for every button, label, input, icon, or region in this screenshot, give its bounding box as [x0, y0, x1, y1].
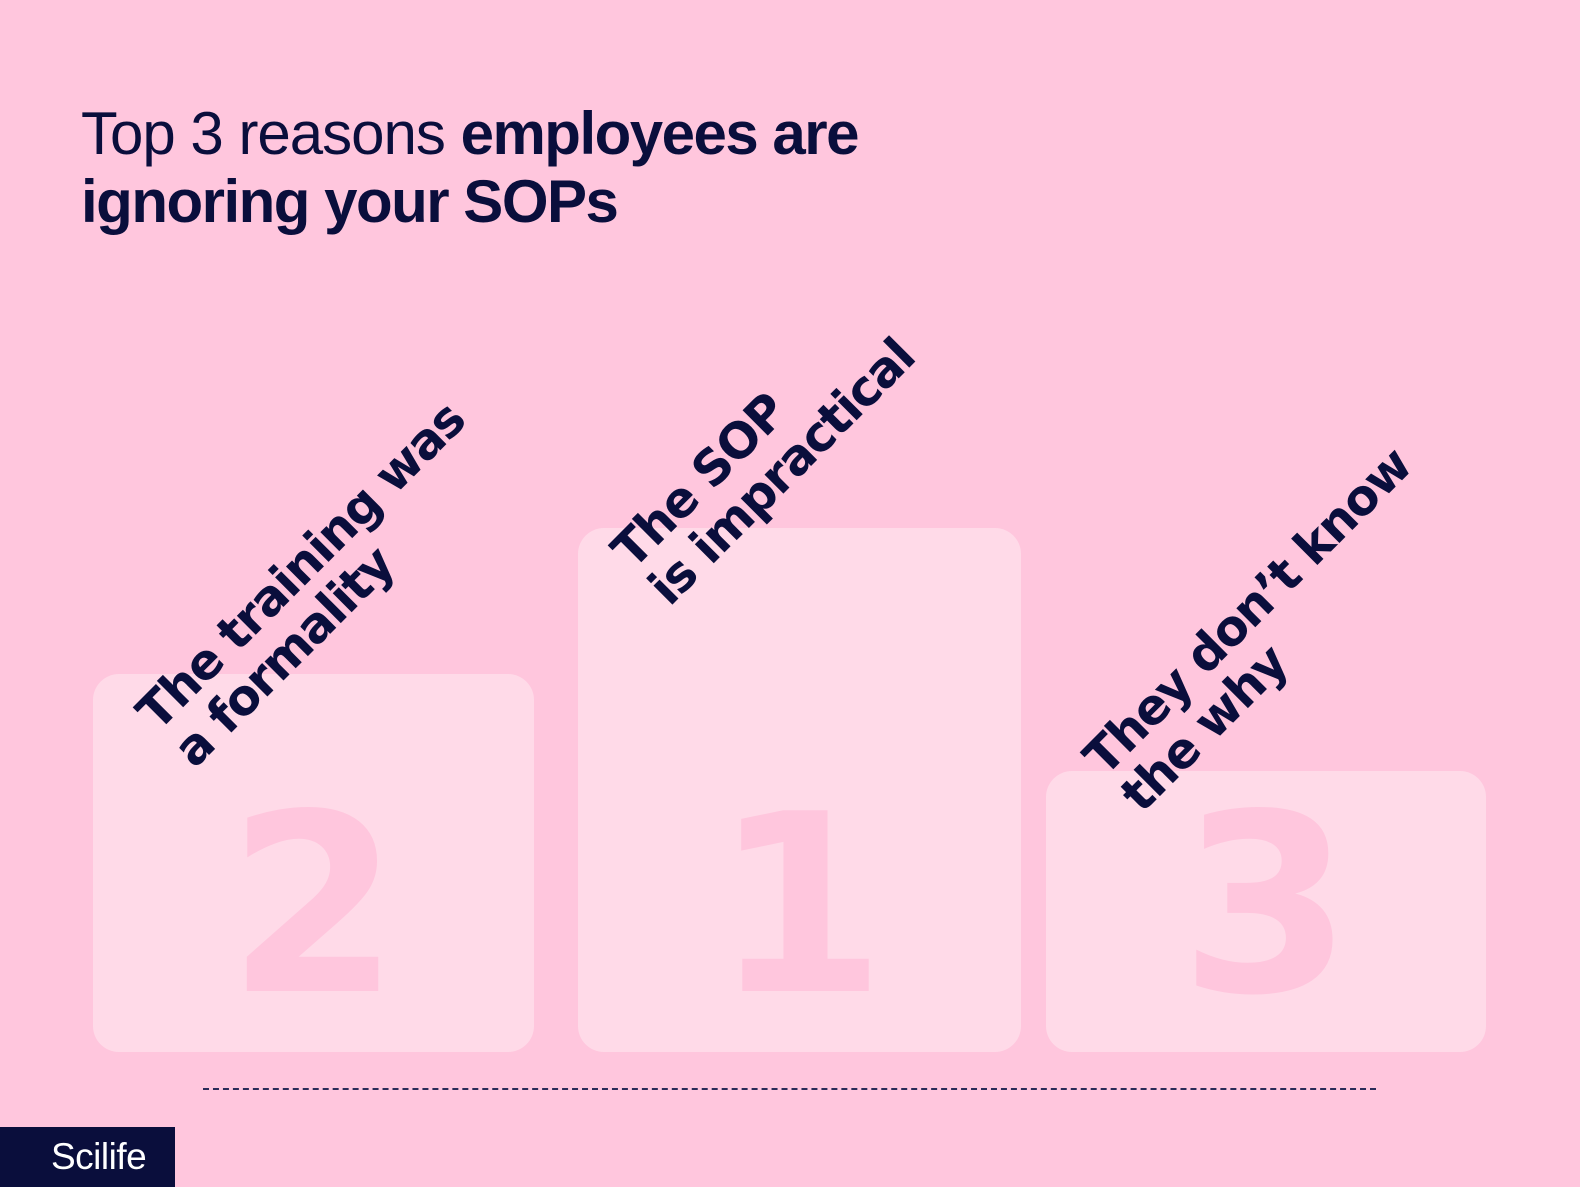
logo-text: Scilife [51, 1136, 147, 1177]
podium-rank-1: 1 [578, 528, 1021, 1052]
reason-3-line-2: the why [1109, 634, 1299, 823]
podium-rank-2: 2 [93, 674, 534, 1052]
title-bold-part-line1: employees are [460, 100, 860, 167]
rank-number-2: 2 [227, 762, 400, 1050]
page-title: Top 3 reasons employees are ignoring you… [81, 100, 860, 236]
podium-rank-3: 3 [1046, 771, 1486, 1052]
title-light-part: Top 3 reasons [81, 100, 461, 167]
title-bold-part-line2: ignoring your SOPs [81, 168, 619, 235]
scilife-logo: Scilife [0, 1127, 175, 1187]
rank-number-1: 1 [713, 762, 886, 1050]
reason-label-3: They don’t know the why [1072, 436, 1458, 823]
reason-3-line-1: They don’t know [1072, 436, 1423, 787]
dashed-divider [203, 1088, 1376, 1090]
rank-number-3: 3 [1179, 771, 1353, 1050]
